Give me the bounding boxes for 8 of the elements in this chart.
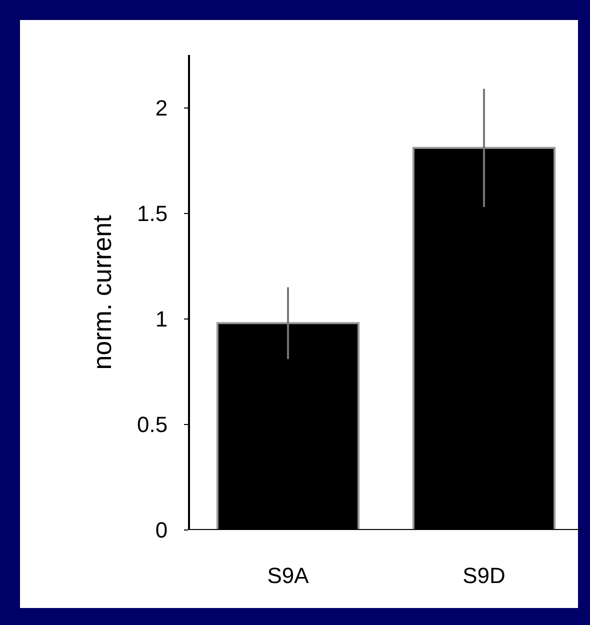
y-axis-title: norm. current [86, 214, 117, 370]
y-tick-label: 1 [155, 306, 168, 332]
x-tick-label: S9D [462, 563, 506, 588]
y-tick-label: 2 [155, 95, 168, 120]
y-tick-label: 1.5 [137, 201, 168, 226]
x-tick-label: S9A [267, 563, 310, 588]
y-tick-label: 0.5 [137, 412, 168, 438]
y-tick-label: 0 [155, 518, 168, 543]
